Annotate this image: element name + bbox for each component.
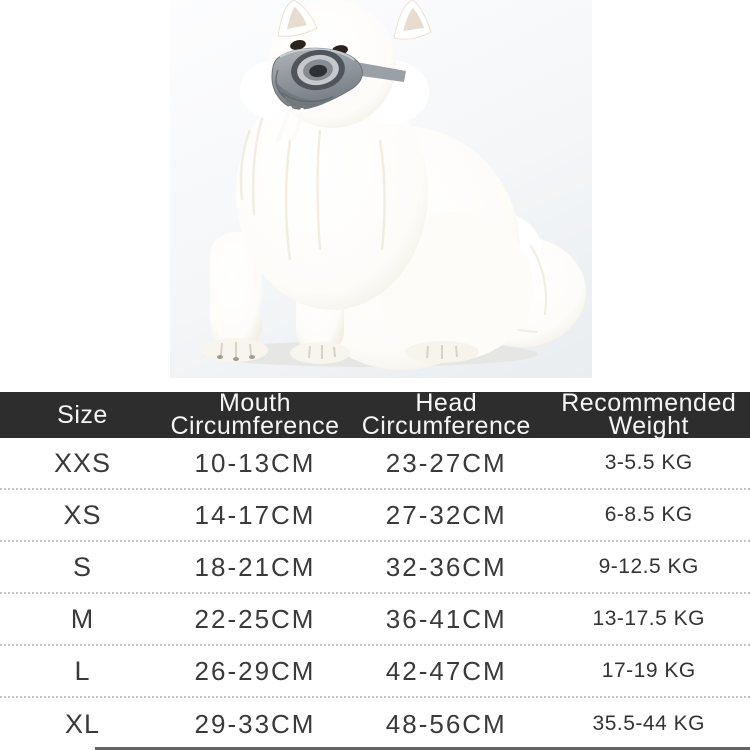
header-size-line1: Size (57, 400, 108, 429)
mouth-cell: 18-21CM (194, 551, 316, 582)
head-cell: 36-41CM (385, 603, 507, 634)
head-cell: 48-56CM (385, 708, 507, 739)
muzzle-strap (354, 62, 406, 82)
size-cell: S (72, 551, 92, 582)
dog-photo (170, 0, 592, 378)
mouth-cell: 26-29CM (194, 655, 316, 686)
dog-muzzle (271, 47, 406, 142)
header-head-circumference: Head Circumference (345, 389, 548, 440)
header-mouth-line2: Circumference (170, 412, 340, 440)
weight-cell: 13-17.5 KG (592, 607, 705, 630)
dog-illustration (200, 0, 586, 370)
header-weight-line1: Recommended (561, 389, 737, 417)
dog-chest-mane (236, 74, 428, 310)
mouth-cell: 14-17CM (194, 499, 316, 530)
table-row-xs: XS 14-17CM 27-32CM 6-8.5 KG (0, 490, 750, 542)
weight-cell: 6-8.5 KG (604, 503, 693, 526)
header-mouth-line1: Mouth (219, 389, 291, 417)
size-chart-table: Size Mouth Circumference Head Circumferenc… (0, 389, 750, 750)
size-cell: XS (63, 499, 102, 530)
table-row-l: L 26-29CM 42-47CM 17-19 KG (0, 646, 750, 698)
muzzle-vent (291, 49, 345, 91)
header-recommended-weight: Recommended Weight (548, 389, 750, 440)
next-section-edge (95, 747, 750, 750)
table-row-xxs: XXS 10-13CM 23-27CM 3-5.5 KG (0, 438, 750, 490)
weight-cell: 17-19 KG (601, 659, 696, 682)
header-mouth-circumference: Mouth Circumference (165, 389, 345, 440)
mouth-cell: 29-33CM (194, 708, 316, 739)
weight-cell: 35.5-44 KG (592, 712, 705, 735)
dog-front-paws (200, 338, 350, 364)
header-weight-line2: Weight (608, 412, 689, 440)
weight-cell: 3-5.5 KG (604, 451, 693, 474)
table-row-m: M 22-25CM 36-41CM 13-17.5 KG (0, 594, 750, 646)
dog-ear-left (277, 0, 318, 37)
head-cell: 42-47CM (385, 655, 507, 686)
mouth-cell: 10-13CM (194, 447, 316, 478)
header-size: Size (0, 400, 165, 429)
weight-cell: 9-12.5 KG (598, 555, 699, 578)
header-head-line2: Circumference (361, 412, 531, 440)
head-cell: 27-32CM (385, 499, 507, 530)
table-row-s: S 18-21CM 32-36CM 9-12.5 KG (0, 542, 750, 594)
muzzle-bill-shadow (274, 80, 334, 110)
table-row-xl: XL 29-33CM 48-56CM 35.5-44 KG (0, 698, 750, 750)
size-cell: XL (64, 708, 101, 739)
mouth-cell: 22-25CM (194, 603, 316, 634)
size-cell: XXS (53, 447, 112, 478)
size-cell: L (74, 655, 91, 686)
table-header-row: Size Mouth Circumference Head Circumferenc… (0, 389, 750, 440)
header-head-line1: Head (415, 389, 478, 417)
dog-ear-right (393, 0, 432, 40)
dog-rear-paw (405, 341, 479, 363)
head-cell: 23-27CM (385, 447, 507, 478)
head-cell: 32-36CM (385, 551, 507, 582)
size-cell: M (70, 603, 95, 634)
